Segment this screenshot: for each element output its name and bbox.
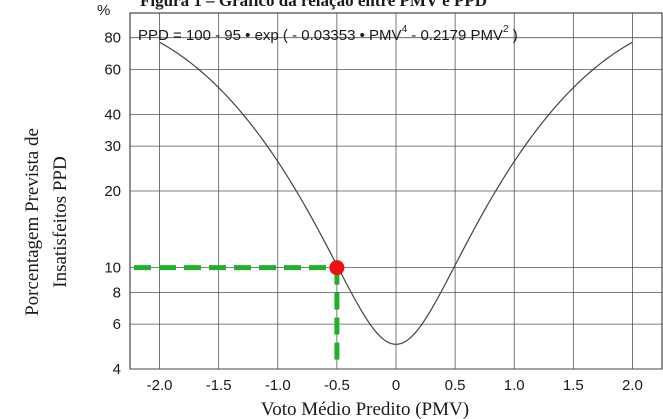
formula-text: PPD = 100 - 95 • exp ( - 0.03353 • PMV4 … [138,24,518,44]
x-tick-label: 1.5 [563,377,584,394]
highlight-point [329,260,345,276]
formula-exp1: 4 [402,24,408,35]
x-axis-label: Voto Médio Predito (PMV) [261,399,469,419]
y-tick-label: 20 [104,183,121,200]
y-tick-label: 30 [104,138,121,155]
grid-lines [130,13,662,370]
y-axis-label-line2: Insatisfeitos PPD [50,156,71,287]
y-axis-label-line1: Porcentagem Prevista de [22,128,43,316]
x-tick-label: -2.0 [147,377,173,394]
y-tick-label: 6 [113,316,121,333]
y-tick-label: 4 [113,361,121,378]
x-tick-label: -0.5 [324,377,350,394]
y-tick-label: 8 [113,284,121,301]
formula-mid: - 0.2179 PMV [407,27,503,44]
formula-exp2: 2 [503,24,509,35]
figure-caption: Figura 1 – Gráfico da relação entre PMV … [140,0,487,10]
x-axis-ticks: -2.0 -1.5 -1.0 -0.5 0 0.5 1.0 1.5 2.0 [147,377,643,394]
y-tick-label: 80 [104,30,121,47]
x-tick-label: 0.5 [445,377,466,394]
y-axis-ticks: 4 6 8 10 20 30 40 60 80 [104,30,121,378]
x-tick-label: 0 [392,377,400,394]
y-tick-label: 40 [104,106,121,123]
x-tick-label: -1.5 [206,377,232,394]
y-tick-label: 60 [104,61,121,78]
ppd-curve [159,41,633,345]
formula-lhs: PPD = 100 - 95 • exp ( - 0.03353 • PMV [138,27,402,44]
y-tick-label: 10 [104,260,121,277]
y-unit-label: % [97,2,110,19]
formula-rhs: ) [509,27,518,44]
x-tick-label: 2.0 [622,377,643,394]
x-tick-label: 1.0 [504,377,525,394]
x-tick-label: -1.0 [265,377,291,394]
